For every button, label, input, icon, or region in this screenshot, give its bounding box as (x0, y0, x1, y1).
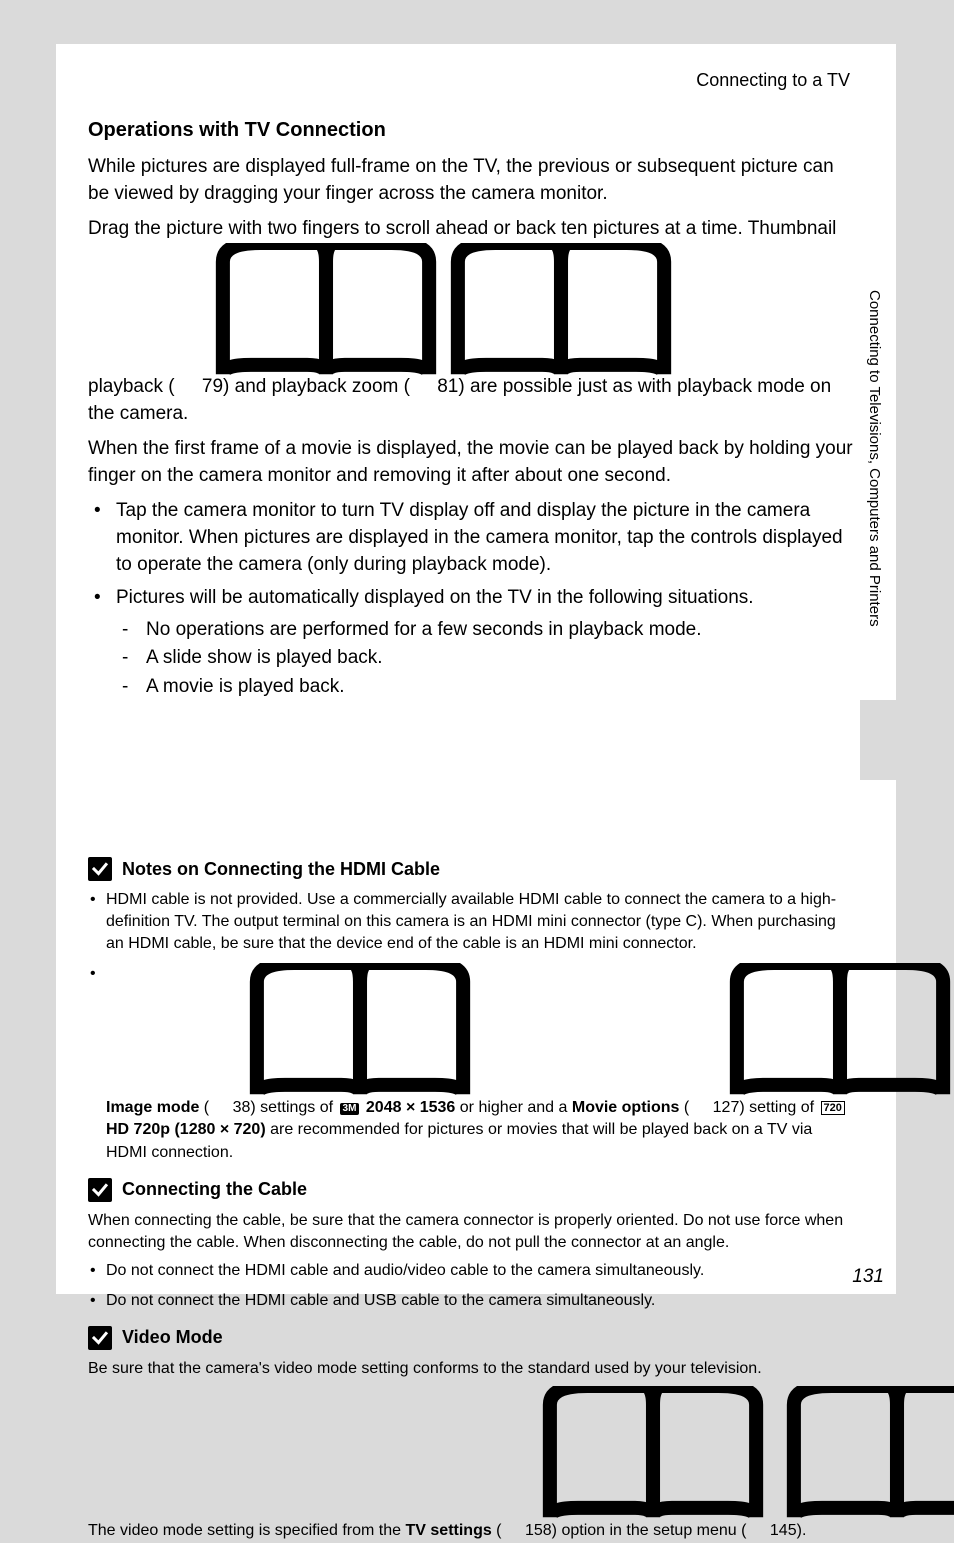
paragraph: Drag the picture with two fingers to scr… (88, 216, 856, 428)
note-block: Notes on Connecting the HDMI Cable HDMI … (88, 857, 856, 1163)
paragraph: The video mode setting is specified from… (88, 1386, 856, 1542)
list-item: Tap the camera monitor to turn TV displa… (88, 498, 856, 579)
book-icon (747, 1386, 764, 1398)
check-icon (88, 857, 112, 881)
page-number: 131 (852, 1266, 884, 1288)
bullet-list: Tap the camera monitor to turn TV displa… (88, 498, 856, 701)
note-block: Connecting the Cable When connecting the… (88, 1178, 856, 1312)
side-chapter-label: Connecting to Televisions, Computers and… (866, 290, 883, 627)
note-block: Video Mode Be sure that the camera's vid… (88, 1326, 856, 1542)
list-item: A slide show is played back. (116, 644, 856, 673)
book-icon (176, 243, 196, 257)
paragraph: While pictures are displayed full-frame … (88, 154, 856, 208)
list-item: A movie is played back. (116, 673, 856, 702)
list-item: HDMI cable is not provided. Use a commer… (88, 889, 856, 955)
book-icon (411, 243, 431, 257)
list-item: Do not connect the HDMI cable and audio/… (88, 1260, 856, 1282)
paragraph: When connecting the cable, be sure that … (88, 1210, 856, 1254)
list-item: No operations are performed for a few se… (116, 616, 856, 645)
list-item: Image mode ( 38) settings of 3M 2048 × 1… (88, 963, 856, 1163)
paragraph: Be sure that the camera's video mode set… (88, 1358, 856, 1380)
chapter-header: Connecting to a TV (88, 70, 850, 91)
icon-720: 720 (821, 1101, 845, 1115)
dash-list: No operations are performed for a few se… (116, 616, 856, 702)
book-icon (210, 963, 227, 975)
section-title: Operations with TV Connection (88, 119, 856, 142)
side-tab-indicator (860, 700, 896, 780)
check-icon (88, 1178, 112, 1202)
note-title: Connecting the Cable (122, 1179, 307, 1200)
note-title: Video Mode (122, 1327, 223, 1348)
list-item: Pictures will be automatically displayed… (88, 585, 856, 701)
book-icon (503, 1386, 520, 1398)
check-icon (88, 1326, 112, 1350)
icon-3m: 3M (340, 1103, 360, 1115)
paragraph: When the first frame of a movie is displ… (88, 436, 856, 490)
book-icon (690, 963, 707, 975)
note-title: Notes on Connecting the HDMI Cable (122, 859, 440, 880)
list-item: Do not connect the HDMI cable and USB ca… (88, 1290, 856, 1312)
